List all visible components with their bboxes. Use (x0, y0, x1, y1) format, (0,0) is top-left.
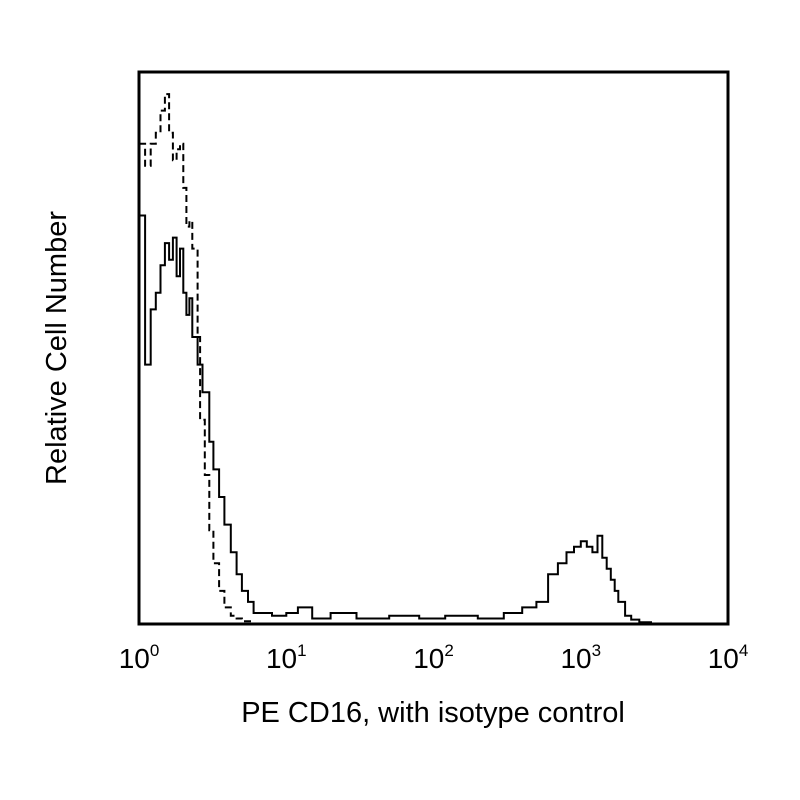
histogram-series-solid (139, 214, 728, 625)
x-tick-base: 10 (413, 643, 444, 674)
x-tick-exponent: 2 (444, 641, 453, 660)
x-tick-base: 10 (708, 643, 739, 674)
x-tick-base: 10 (119, 643, 150, 674)
y-axis-title: Relative Cell Number (41, 211, 73, 485)
plot-frame (137, 70, 730, 626)
x-tick-exponent: 1 (297, 641, 306, 660)
x-tick-exponent: 0 (150, 641, 159, 660)
x-tick-label: 100 (119, 641, 160, 674)
x-tick-label: 101 (266, 641, 307, 674)
histogram-series-dashed (139, 93, 728, 625)
x-tick-base: 10 (266, 643, 297, 674)
x-tick-exponent: 4 (739, 641, 748, 660)
series-layer (139, 93, 728, 625)
x-tick-label: 103 (560, 641, 601, 674)
x-tick-base: 10 (560, 643, 591, 674)
x-axis-title: PE CD16, with isotype control (241, 697, 625, 729)
x-tick-layer: 100 101 102 103 104 (119, 641, 749, 674)
x-tick-exponent: 3 (592, 641, 601, 660)
x-tick-label: 104 (708, 641, 749, 674)
x-tick-label: 102 (413, 641, 454, 674)
